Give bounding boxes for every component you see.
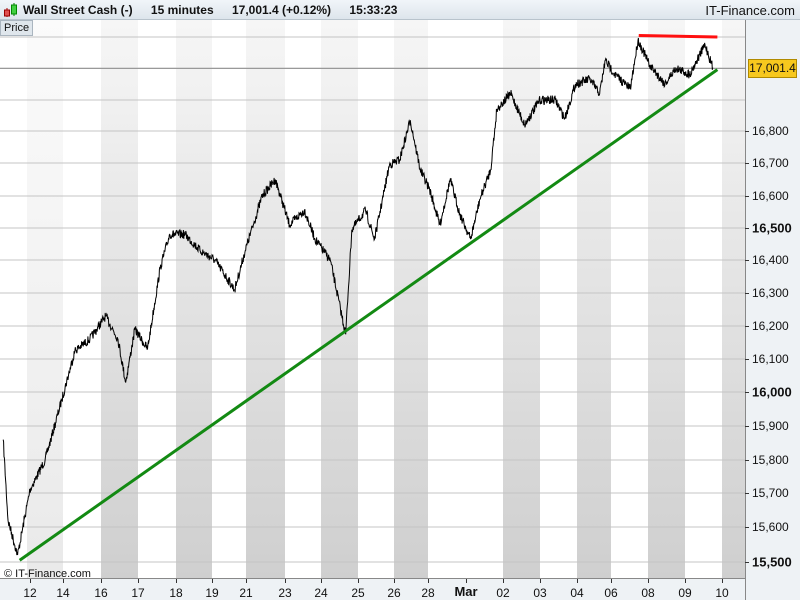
timeframe: 15 minutes <box>150 3 214 17</box>
y-tick-label: 16,100 <box>752 352 789 366</box>
x-tick-mark <box>394 579 395 583</box>
y-tick-mark <box>745 392 749 393</box>
y-tick-label: 16,600 <box>752 189 789 203</box>
last-change: 17,001.4 (+0.12%) <box>231 3 332 17</box>
y-tick-mark <box>745 228 749 229</box>
x-tick-label: 26 <box>387 586 401 600</box>
x-tick-label: 21 <box>239 586 253 600</box>
y-tick-label: 16,000 <box>752 384 792 400</box>
x-tick-label: 04 <box>570 586 584 600</box>
y-tick-mark <box>745 260 749 261</box>
x-tick-mark <box>722 579 723 583</box>
support-trendline <box>18 68 719 562</box>
price-line <box>2 37 714 556</box>
x-tick-mark <box>466 579 467 583</box>
y-tick-label: 16,800 <box>752 124 789 138</box>
shaded-period <box>27 20 63 578</box>
time-axis[interactable]: 12 14 16 17 18 19 21 23 24 25 26 28 Mar 02 03 04 06 08 09 1… <box>0 578 745 600</box>
y-tick-mark <box>745 562 749 563</box>
x-tick-mark <box>285 579 286 583</box>
x-tick-mark <box>428 579 429 583</box>
x-tick-mark <box>685 579 686 583</box>
instrument-name: Wall Street Cash (-) <box>23 3 133 17</box>
candlestick-logo-icon <box>4 3 17 17</box>
x-tick-mark <box>358 579 359 583</box>
chart-title: Wall Street Cash (-) 15 minutes 17,001.4… <box>23 3 412 17</box>
y-tick-mark <box>745 326 749 327</box>
y-tick-label: 15,500 <box>752 554 792 570</box>
y-tick-mark <box>745 426 749 427</box>
x-tick-mark <box>246 579 247 583</box>
x-tick-label: 14 <box>56 586 70 600</box>
x-tick-label: 09 <box>678 586 692 600</box>
x-tick-mark <box>138 579 139 583</box>
y-tick-mark <box>745 293 749 294</box>
resistance-trendline <box>638 33 718 39</box>
y-tick-mark <box>745 460 749 461</box>
last-price-label: 17,001.4 <box>748 59 797 78</box>
y-tick-mark <box>745 359 749 360</box>
x-tick-mark <box>611 579 612 583</box>
brand-label: IT-Finance.com <box>705 3 795 18</box>
y-tick-label: 15,700 <box>752 486 789 500</box>
shaded-period <box>101 20 138 578</box>
x-tick-mark <box>321 579 322 583</box>
y-tick-label: 15,800 <box>752 453 789 467</box>
y-tick-label: 15,600 <box>752 520 789 534</box>
x-tick-mark <box>63 579 64 583</box>
x-tick-label: 03 <box>533 586 547 600</box>
x-tick-mark <box>577 579 578 583</box>
y-tick-mark <box>745 527 749 528</box>
x-tick-label: 06 <box>604 586 618 600</box>
copyright-label: © IT-Finance.com <box>4 568 91 580</box>
y-tick-label: 16,500 <box>752 220 792 236</box>
x-tick-label: 08 <box>641 586 655 600</box>
chart-header: Wall Street Cash (-) 15 minutes 17,001.4… <box>0 0 800 20</box>
shaded-period <box>246 20 285 578</box>
x-tick-label: 25 <box>351 586 365 600</box>
y-tick-label: 16,400 <box>752 253 789 267</box>
x-tick-label: 16 <box>94 586 108 600</box>
x-tick-label: 19 <box>205 586 219 600</box>
shaded-period <box>577 20 611 578</box>
price-chart[interactable] <box>0 20 745 578</box>
clock: 15:33:23 <box>349 3 398 17</box>
price-panel-tab[interactable]: Price <box>0 20 34 36</box>
x-tick-mark <box>540 579 541 583</box>
y-tick-mark <box>745 493 749 494</box>
x-tick-label: 24 <box>314 586 328 600</box>
x-tick-label: 18 <box>169 586 183 600</box>
y-tick-label: 16,200 <box>752 319 789 333</box>
x-tick-mark <box>30 579 31 583</box>
y-tick-label: 16,300 <box>752 286 789 300</box>
x-tick-mark <box>212 579 213 583</box>
x-tick-label: 12 <box>23 586 37 600</box>
x-tick-mark <box>503 579 504 583</box>
x-tick-label: Mar <box>454 584 478 599</box>
shaded-period <box>503 20 540 578</box>
shaded-period <box>722 20 745 578</box>
x-tick-mark <box>176 579 177 583</box>
x-tick-mark <box>101 579 102 583</box>
y-tick-mark <box>745 196 749 197</box>
x-tick-mark <box>648 579 649 583</box>
x-tick-label: 10 <box>715 586 729 600</box>
shaded-period <box>176 20 212 578</box>
shaded-period <box>394 20 428 578</box>
shaded-period <box>321 20 358 578</box>
y-tick-label: 16,700 <box>752 156 789 170</box>
price-axis[interactable]: 17,001.4 16,800 16,700 16,600 16,500 16,400 1… <box>745 20 800 600</box>
x-tick-label: 02 <box>496 586 510 600</box>
x-tick-label: 23 <box>278 586 292 600</box>
x-tick-label: 28 <box>421 586 435 600</box>
x-tick-label: 17 <box>131 586 145 600</box>
y-tick-mark <box>745 131 749 132</box>
y-tick-mark <box>745 163 749 164</box>
y-tick-label: 15,900 <box>752 419 789 433</box>
